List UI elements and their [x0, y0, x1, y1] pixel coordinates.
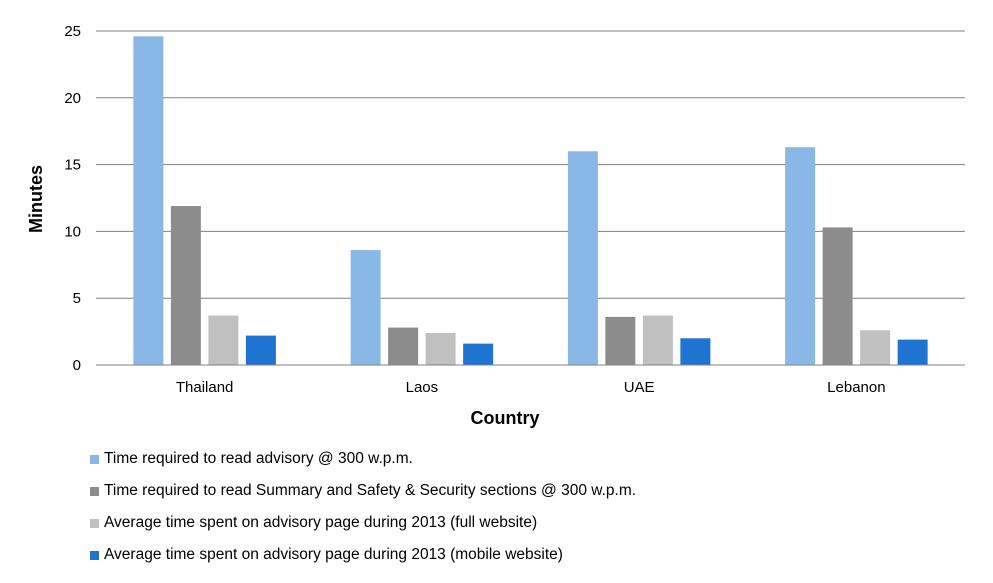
legend-item: Time required to read Summary and Safety…	[90, 475, 636, 507]
bar-uae-series-3	[642, 315, 673, 365]
legend-label: Time required to read Summary and Safety…	[104, 482, 637, 499]
y-tick-label: 10	[64, 223, 81, 240]
y-tick-label: 25	[64, 23, 81, 40]
bars	[133, 36, 928, 366]
bar-uae-series-4	[680, 338, 711, 365]
bar-uae-series-1	[567, 151, 598, 365]
bar-laos-series-4	[463, 343, 494, 365]
legend-item: Time required to read advisory @ 300 w.p…	[90, 443, 636, 475]
bar-lebanon-series-3	[860, 330, 891, 365]
bar-lebanon-series-2	[822, 227, 853, 365]
bar-laos-series-2	[388, 327, 419, 365]
bar-thailand-series-2	[170, 206, 201, 365]
legend-swatch	[90, 550, 99, 560]
legend-label: Average time spent on advisory page duri…	[104, 546, 563, 563]
legend-label: Average time spent on advisory page duri…	[104, 514, 538, 531]
legend-swatch	[90, 518, 99, 528]
legend-swatch	[90, 486, 99, 496]
legend: Time required to read advisory @ 300 w.p…	[90, 443, 636, 571]
bar-thailand-series-4	[245, 335, 276, 365]
x-tick-label: Lebanon	[827, 379, 885, 396]
bar-laos-series-1	[350, 250, 381, 365]
bar-uae-series-2	[605, 316, 636, 365]
x-axis-ticks: Thailand Laos UAE Lebanon	[176, 379, 886, 396]
y-axis-ticks: 0 5 10 15 20 25	[64, 23, 81, 374]
y-tick-label: 20	[64, 90, 81, 107]
bar-lebanon-series-4	[897, 339, 928, 365]
bar-chart: 0 5 10 15 20 25 Thailand Laos UAE Lebanon Minute…	[26, 23, 965, 428]
y-axis-title: Minutes	[26, 165, 46, 233]
grid-lines	[96, 30, 965, 299]
x-tick-label: Laos	[406, 379, 439, 396]
x-axis-title: Country	[471, 408, 540, 428]
y-tick-label: 15	[64, 157, 81, 174]
legend-item: Average time spent on advisory page duri…	[90, 507, 636, 539]
legend-swatch	[90, 454, 99, 464]
y-tick-label: 0	[73, 357, 81, 374]
y-tick-label: 5	[73, 290, 81, 307]
legend-item: Average time spent on advisory page duri…	[90, 539, 636, 571]
x-tick-label: Thailand	[176, 379, 234, 396]
bar-laos-series-3	[425, 332, 456, 365]
bar-thailand-series-3	[208, 315, 239, 365]
bar-lebanon-series-1	[785, 147, 816, 365]
legend-label: Time required to read advisory @ 300 w.p…	[104, 450, 413, 467]
bar-thailand-series-1	[133, 36, 164, 366]
x-tick-label: UAE	[624, 379, 655, 396]
